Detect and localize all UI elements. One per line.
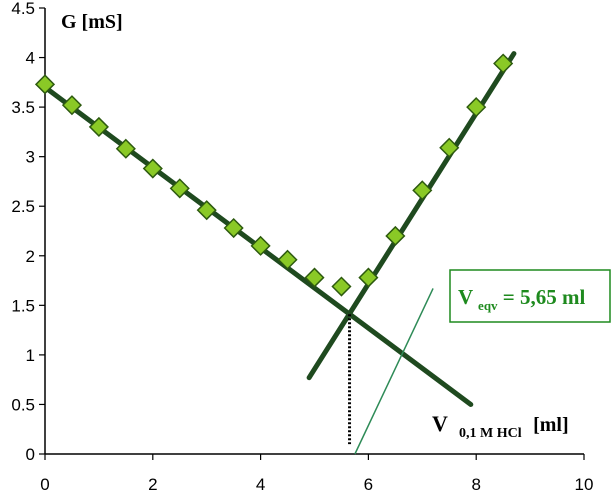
data-point	[385, 225, 406, 247]
equivalence-label-subscript: eqv	[478, 298, 498, 313]
data-point	[223, 217, 244, 239]
x-axis-title-subscript: 0,1 M HCl	[459, 426, 522, 441]
y-tick-label: 4	[26, 49, 35, 68]
data-point	[304, 267, 325, 288]
data-point	[61, 95, 83, 116]
equivalence-label-value: = 5,65 ml	[503, 285, 586, 309]
data-point	[358, 267, 379, 288]
y-tick-label: 0	[26, 445, 35, 464]
tangent-line-group	[354, 288, 434, 455]
equivalence-annotation-box	[449, 269, 611, 323]
data-point	[88, 116, 109, 137]
x-tick-label: 6	[364, 475, 373, 494]
y-tick-label: 4.5	[11, 0, 35, 18]
data-point	[493, 53, 514, 74]
data-points	[34, 53, 514, 297]
data-point	[250, 235, 271, 256]
x-tick-label: 8	[471, 475, 480, 494]
data-point	[466, 97, 487, 118]
y-tick-label: 2	[26, 247, 35, 266]
data-point	[169, 178, 190, 199]
x-axis-title-main: V	[432, 411, 448, 436]
x-axis-title: V 0,1 M HCl [ml]	[432, 411, 569, 442]
data-point	[412, 180, 433, 201]
y-axis-title: G [mS]	[61, 11, 123, 33]
x-tick-label: 4	[256, 475, 265, 494]
y-tick-label: 1	[26, 346, 35, 365]
y-tick-label: 0.5	[11, 395, 35, 414]
data-point	[34, 74, 56, 95]
data-point	[142, 158, 163, 179]
x-axis-title-unit: [ml]	[533, 414, 569, 436]
data-point	[196, 200, 217, 221]
data-point	[277, 249, 298, 270]
data-point	[331, 276, 352, 297]
x-tick-label: 0	[40, 475, 49, 494]
equivalence-annotation-text: V eqv = 5,65 ml	[458, 285, 586, 315]
equivalence-label-prefix: V	[458, 285, 473, 309]
y-tick-label: 3.5	[11, 98, 35, 117]
x-tick-label: 2	[148, 475, 157, 494]
y-tick-label: 3	[26, 148, 35, 167]
x-tick-label: 10	[575, 475, 594, 494]
fit-line	[306, 51, 517, 381]
y-tick-label: 1.5	[11, 296, 35, 315]
data-point	[115, 138, 136, 159]
tangent-line	[354, 288, 434, 455]
equivalence-annotation: V eqv = 5,65 ml	[449, 269, 611, 323]
y-tick-label: 2.5	[11, 197, 35, 216]
tick-labels: 0 0.5 1 1.5 2 2.5 3 3.5 4 4.5 0 2 4 6 8 10	[11, 0, 593, 494]
data-point	[439, 137, 460, 158]
fit-lines	[42, 51, 517, 407]
